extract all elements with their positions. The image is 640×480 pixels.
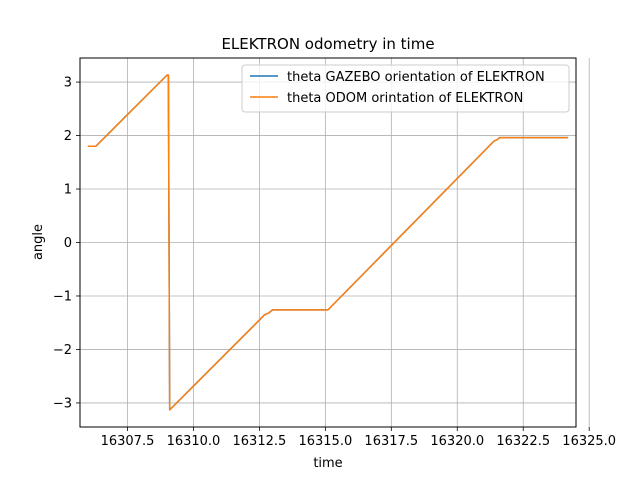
y-tick-label: 2 [64,129,72,144]
axis-ticks: 16307.5 16310.0 16312.5 16315.0 16317.5 16320… [53,76,616,449]
x-tick-label: 16317.5 [364,434,418,449]
x-tick-label: 16325.0 [562,434,616,449]
x-tick-label: 16320.0 [430,434,484,449]
plot-lines [87,74,569,411]
x-tick-label: 16322.5 [496,434,550,449]
y-tick-label: 0 [64,236,72,251]
x-tick-label: 16310.0 [167,434,221,449]
legend: theta GAZEBO orientation of ELEKTRON the… [241,64,570,113]
x-tick-label: 16312.5 [233,434,287,449]
x-axis-label: time [313,456,342,471]
y-tick-label: 1 [64,183,72,198]
y-tick-label: −1 [53,289,72,304]
y-tick-label: 3 [64,76,72,91]
legend-label-odom: theta ODOM orintation of ELEKTRON [287,91,523,106]
legend-label-gazebo: theta GAZEBO orientation of ELEKTRON [287,70,545,85]
chart-title: ELEKTRON odometry in time [221,35,434,53]
y-tick-label: −3 [53,396,72,411]
legend-box [241,64,570,113]
x-tick-label: 16307.5 [101,434,155,449]
y-axis-label: angle [31,224,46,260]
y-tick-label: −2 [53,343,72,358]
x-tick-label: 16315.0 [298,434,352,449]
series-line-1 [87,74,569,411]
